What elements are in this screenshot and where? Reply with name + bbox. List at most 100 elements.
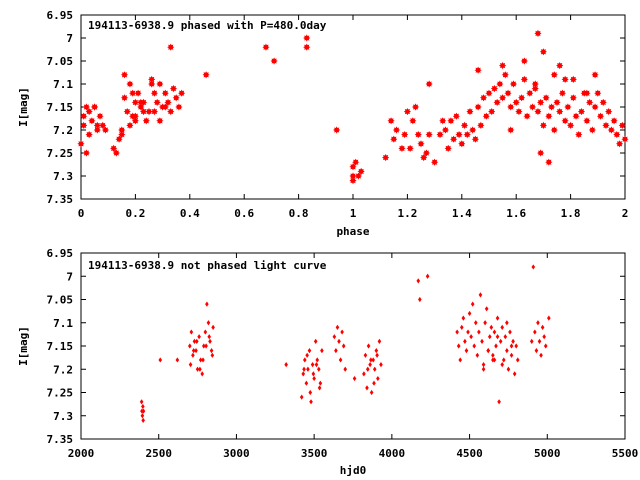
data-point <box>528 103 537 111</box>
y-ticks-phased: 6.95 7 7.05 7.1 7.15 7.2 7.25 7.3 7.35 <box>47 9 625 206</box>
data-point <box>469 126 477 134</box>
data-point <box>372 366 377 372</box>
y-tick-label: 7.1 <box>53 78 73 91</box>
data-point <box>498 338 503 344</box>
data-point <box>195 366 200 372</box>
data-point <box>312 375 316 382</box>
data-point <box>139 399 144 405</box>
data-point <box>398 144 406 152</box>
data-point <box>534 108 542 116</box>
data-point <box>93 121 101 129</box>
data-point <box>564 103 572 111</box>
data-point <box>553 98 561 106</box>
data-point <box>77 140 85 148</box>
data-point <box>141 417 145 423</box>
data-point <box>610 117 618 125</box>
y-tick-label: 7.2 <box>53 124 73 137</box>
data-point <box>164 98 172 106</box>
data-point <box>572 112 580 120</box>
data-point <box>539 121 547 129</box>
data-point <box>382 154 390 162</box>
x-tick-label: 2000 <box>68 447 95 460</box>
data-point <box>169 85 178 93</box>
data-point <box>352 158 360 166</box>
data-point <box>504 89 512 97</box>
x-tick-label: 1.8 <box>561 207 581 220</box>
data-point <box>481 362 486 368</box>
chart-title-unphased: 194113-6938.9 not phased light curve <box>88 259 327 272</box>
y-tick-label: 7.05 <box>47 55 74 68</box>
data-point <box>99 121 107 129</box>
data-point <box>493 98 501 106</box>
data-point <box>455 329 459 335</box>
data-point <box>561 75 569 83</box>
data-point <box>509 343 514 349</box>
data-point <box>365 385 369 391</box>
data-point <box>142 117 150 125</box>
data-point <box>390 135 398 143</box>
data-point <box>303 34 311 42</box>
data-point <box>115 135 123 143</box>
data-point <box>542 94 550 102</box>
data-point <box>191 348 196 354</box>
data-point <box>208 338 212 344</box>
x-ticks-unphased: 2000 2500 3000 3500 4000 4500 5000 5500 <box>68 253 638 460</box>
data-point <box>91 103 99 111</box>
data-point <box>416 278 421 284</box>
y-tick-label: 7.35 <box>47 433 74 446</box>
y-tick-label: 7.3 <box>53 170 73 183</box>
data-point <box>486 348 491 354</box>
data-point <box>137 98 145 106</box>
data-point <box>501 357 506 363</box>
data-point <box>93 126 101 134</box>
data-point <box>506 366 511 372</box>
data-point <box>96 112 104 120</box>
data-point <box>436 131 444 139</box>
data-point <box>363 352 368 358</box>
y-tick-label: 7.15 <box>47 101 74 114</box>
data-point <box>463 131 471 139</box>
x-tick-label: 4500 <box>456 447 483 460</box>
data-point <box>379 362 383 368</box>
data-point <box>188 362 193 368</box>
data-point <box>526 89 534 97</box>
data-point <box>334 348 338 354</box>
chart-title-phased: 194113-6938.9 phased with P=480.0day <box>88 19 327 32</box>
data-point <box>458 140 466 148</box>
data-point <box>369 357 373 363</box>
data-point <box>534 348 539 354</box>
data-point <box>145 108 153 116</box>
x-tick-label: 1.6 <box>506 207 526 220</box>
data-point <box>602 121 610 129</box>
data-point <box>511 338 515 344</box>
data-point <box>153 98 161 106</box>
data-point <box>134 89 142 97</box>
y-tick-label: 7.3 <box>53 410 73 423</box>
data-point <box>392 126 401 134</box>
data-point <box>550 126 558 134</box>
data-point <box>311 371 316 377</box>
data-point <box>613 131 621 139</box>
data-point <box>167 108 175 116</box>
data-point <box>139 108 148 116</box>
data-point <box>444 144 452 152</box>
data-point <box>362 371 366 377</box>
data-point <box>621 135 629 143</box>
data-point <box>550 71 558 79</box>
plot-frame-unphased <box>80 252 626 440</box>
data-point <box>500 362 505 368</box>
data-point <box>374 348 379 354</box>
data-point <box>533 329 537 335</box>
y-tick-label: 6.95 <box>47 9 74 22</box>
data-point <box>161 103 169 111</box>
data-point <box>467 310 472 317</box>
data-point <box>556 62 564 70</box>
data-point <box>198 357 203 363</box>
data-point <box>150 108 159 116</box>
data-point <box>131 112 139 120</box>
data-point <box>205 301 209 307</box>
data-point <box>523 112 531 120</box>
y-tick-label: 7.2 <box>53 363 73 376</box>
data-point <box>129 89 137 97</box>
data-point <box>317 385 322 391</box>
